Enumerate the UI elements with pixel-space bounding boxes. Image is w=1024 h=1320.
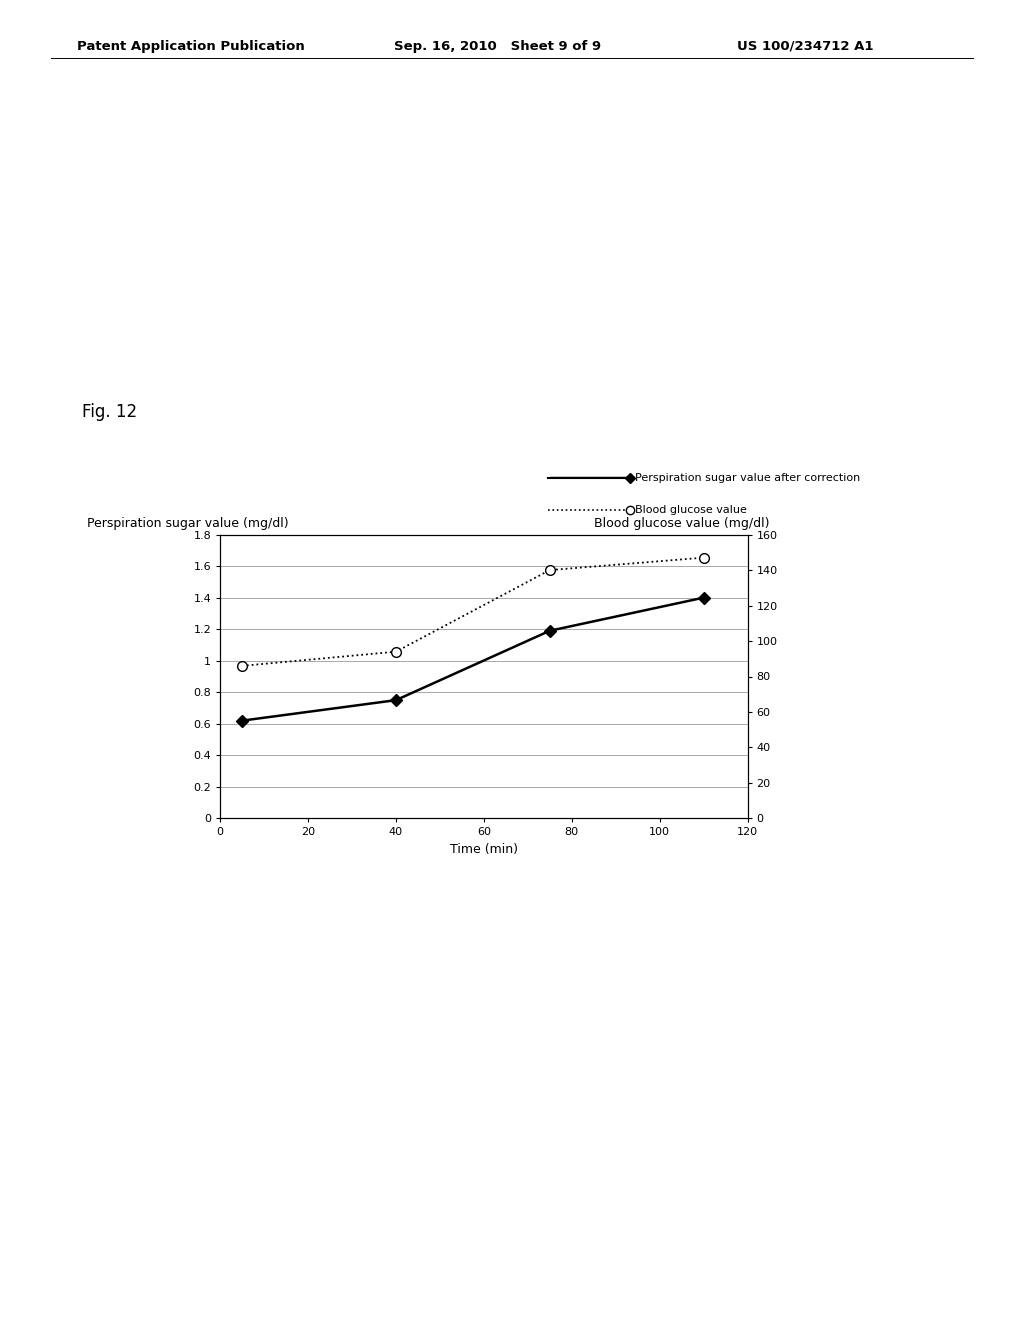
Text: US 100/234712 A1: US 100/234712 A1: [737, 40, 873, 53]
X-axis label: Time (min): Time (min): [450, 843, 518, 855]
Text: Fig. 12: Fig. 12: [82, 403, 137, 421]
Text: Blood glucose value: Blood glucose value: [635, 504, 746, 515]
Text: Perspiration sugar value after correction: Perspiration sugar value after correctio…: [635, 473, 860, 483]
Text: Sep. 16, 2010   Sheet 9 of 9: Sep. 16, 2010 Sheet 9 of 9: [394, 40, 601, 53]
Text: Perspiration sugar value (mg/dl): Perspiration sugar value (mg/dl): [87, 517, 289, 531]
Text: Patent Application Publication: Patent Application Publication: [77, 40, 304, 53]
Text: Blood glucose value (mg/dl): Blood glucose value (mg/dl): [594, 517, 769, 531]
